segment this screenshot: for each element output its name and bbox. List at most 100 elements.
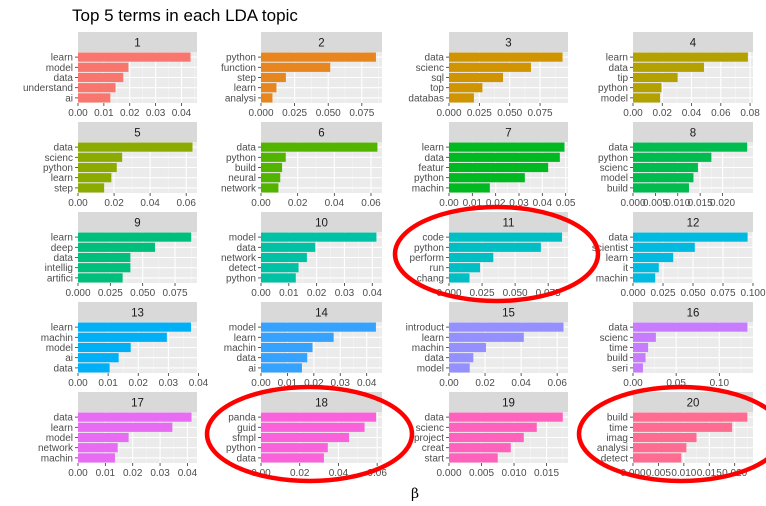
x-tick-label: 0.04	[511, 378, 531, 389]
category-label: panda	[228, 413, 256, 424]
bar-chang	[449, 273, 470, 283]
x-tick-label: 0.04	[329, 468, 349, 479]
facet-strip	[78, 32, 197, 52]
x-tick-label: 0.01	[94, 108, 114, 119]
bar-python	[261, 273, 296, 283]
x-tick-label: 0.00	[68, 198, 88, 209]
bar-ai	[78, 93, 111, 103]
category-label: model	[229, 233, 256, 244]
x-tick-label: 0.025	[282, 108, 307, 119]
category-label: artifici	[47, 273, 73, 284]
x-tick-label: 0.02	[475, 378, 495, 389]
category-label: build	[607, 183, 628, 194]
x-tick-label: 0.02	[653, 108, 673, 119]
bar-build	[633, 412, 748, 422]
bar-python	[78, 162, 117, 173]
category-label: ai	[65, 93, 73, 104]
x-tick-label: 0.08	[740, 108, 760, 119]
category-label: python	[43, 163, 73, 174]
category-label: creat	[422, 443, 444, 454]
x-tick-label: 0.01	[463, 198, 483, 209]
bar-learn	[78, 422, 173, 432]
bar-data	[261, 453, 324, 463]
bar-machin	[449, 342, 486, 353]
bar-learn	[261, 83, 277, 93]
x-tick-label: 0.05	[666, 378, 686, 389]
x-tick-label: 0.00	[623, 108, 643, 119]
category-label: analysi	[225, 93, 256, 104]
category-label: learn	[422, 333, 444, 344]
category-label: python	[598, 153, 628, 164]
category-label: model	[46, 433, 73, 444]
bar-learn	[633, 252, 674, 263]
category-label: tip	[617, 73, 628, 84]
x-tick-label: 0.00	[251, 288, 271, 299]
category-label: data	[237, 453, 257, 464]
bar-scienc	[449, 422, 537, 432]
x-tick-label: 0.06	[367, 468, 387, 479]
facet-strip-label: 20	[687, 398, 700, 410]
category-label: python	[226, 443, 256, 454]
facet-panel-3: 3 0.000 0.025 0.050 0.075 datasciencsqltopdat…	[408, 32, 568, 119]
x-tick-label: 0.025	[98, 288, 123, 299]
category-label: python	[598, 83, 628, 94]
x-tick-label: 0.02	[120, 108, 140, 119]
x-tick-label: 0.010	[665, 198, 690, 209]
facet-panel-18: 180.00 0.02 0.04 0.06pandaguidsfmplpythonda…	[226, 392, 387, 479]
category-label: python	[226, 53, 256, 64]
category-label: data	[425, 153, 445, 164]
bar-introduct	[449, 322, 564, 332]
bar-analysi	[261, 93, 273, 103]
x-tick-label: 0.075	[710, 288, 735, 299]
facet-strip-label: 1	[134, 38, 140, 50]
category-label: python	[414, 173, 444, 184]
x-tick-label: 0.075	[349, 108, 374, 119]
facet-strip-label: 2	[318, 38, 324, 50]
category-label: data	[54, 143, 74, 154]
category-label: network	[38, 443, 74, 454]
x-axis-title: β	[411, 486, 419, 502]
x-tick-label: 0.02	[307, 288, 327, 299]
bar-data	[633, 62, 704, 72]
bar-python	[261, 52, 376, 62]
category-label: deep	[51, 243, 74, 254]
bar-data	[261, 142, 378, 152]
bar-learn	[78, 173, 112, 183]
facet-strip-label: 18	[315, 398, 328, 410]
category-label: data	[54, 363, 74, 374]
facet-strip	[78, 212, 197, 232]
bar-python	[261, 443, 328, 453]
x-tick-label: 0.000	[248, 108, 273, 119]
bar-scienc	[78, 152, 123, 162]
facet-panel-6: 6 0.00 0.02 0.04 0.06 datapythonbuildneuralne…	[221, 122, 382, 209]
bar-model	[633, 173, 694, 183]
category-label: it	[623, 263, 628, 274]
bar-ai	[261, 363, 302, 373]
bar-tip	[633, 72, 678, 83]
x-tick-label: 0.02	[104, 198, 124, 209]
facet-panel-4: 4 0.00 0.02 0.04 0.06 0.08 learndatatippythonm…	[598, 32, 760, 119]
x-tick-label: 0.015	[688, 198, 713, 209]
facet-strip-label: 14	[315, 308, 328, 320]
x-tick-label: 0.03	[509, 198, 529, 209]
bar-build	[633, 183, 689, 193]
category-label: data	[237, 243, 257, 254]
category-label: python	[226, 273, 256, 284]
category-label: scienc	[600, 163, 628, 174]
x-tick-label: 0.04	[140, 198, 160, 209]
category-label: machin	[596, 273, 628, 284]
category-label: data	[54, 253, 74, 264]
bar-top	[449, 83, 483, 93]
x-tick-label: 0.04	[682, 108, 702, 119]
category-label: data	[237, 143, 257, 154]
category-label: scienc	[600, 333, 628, 344]
facet-panels: 10.00 0.01 0.02 0.03 0.04learnmodeldataunder…	[23, 32, 766, 479]
bar-scienc	[633, 332, 656, 342]
bar-learn	[261, 332, 334, 342]
chart-title: Top 5 terms in each LDA topic	[72, 6, 298, 25]
category-label: build	[235, 163, 256, 174]
facet-strip	[78, 392, 197, 412]
category-label: learn	[606, 253, 628, 264]
bar-start	[449, 453, 498, 463]
